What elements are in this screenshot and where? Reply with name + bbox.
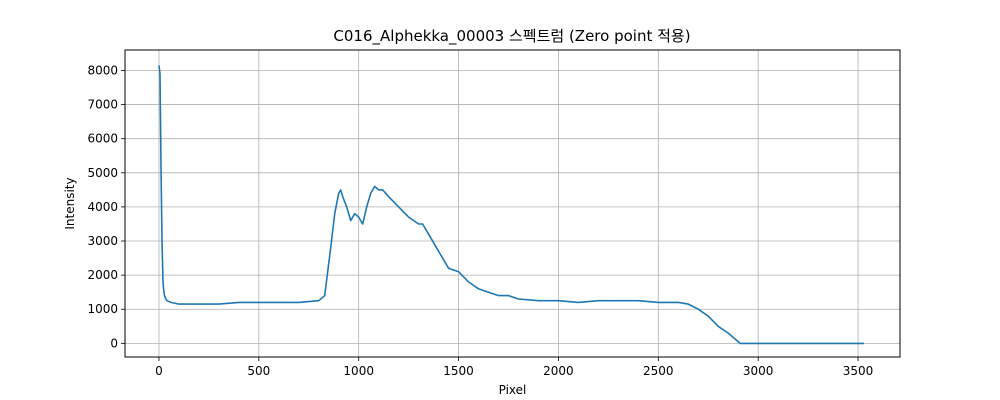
x-tick-label: 3500 bbox=[843, 364, 874, 378]
y-tick-label: 1000 bbox=[87, 302, 118, 316]
x-axis-label: Pixel bbox=[499, 383, 527, 397]
x-tick-label: 1500 bbox=[443, 364, 474, 378]
y-tick-label: 6000 bbox=[87, 132, 118, 146]
x-tick-label: 1000 bbox=[343, 364, 374, 378]
y-axis: 0 1000 2000 3000 4000 5000 6000 7000 8000 bbox=[87, 63, 125, 350]
grid-lines bbox=[125, 50, 900, 357]
y-tick-label: 2000 bbox=[87, 268, 118, 282]
y-tick-label: 8000 bbox=[87, 63, 118, 77]
chart-title: C016_Alphekka_00003 스펙트럼 (Zero point 적용) bbox=[333, 27, 690, 46]
x-tick-label: 2000 bbox=[543, 364, 574, 378]
y-tick-label: 5000 bbox=[87, 166, 118, 180]
series-group bbox=[158, 65, 864, 345]
x-axis: 0 500 1000 1500 2000 2500 3000 3500 bbox=[155, 357, 873, 378]
x-tick-label: 500 bbox=[247, 364, 270, 378]
x-tick-label: 0 bbox=[155, 364, 163, 378]
x-tick-label: 3000 bbox=[743, 364, 774, 378]
spectrum-line bbox=[158, 65, 864, 345]
y-tick-label: 0 bbox=[110, 336, 118, 350]
y-tick-label: 3000 bbox=[87, 234, 118, 248]
plot-area-frame bbox=[124, 49, 901, 358]
y-tick-label: 4000 bbox=[87, 200, 118, 214]
x-tick-label: 2500 bbox=[643, 364, 674, 378]
y-axis-label: Intensity bbox=[63, 177, 77, 229]
y-tick-label: 7000 bbox=[87, 98, 118, 112]
